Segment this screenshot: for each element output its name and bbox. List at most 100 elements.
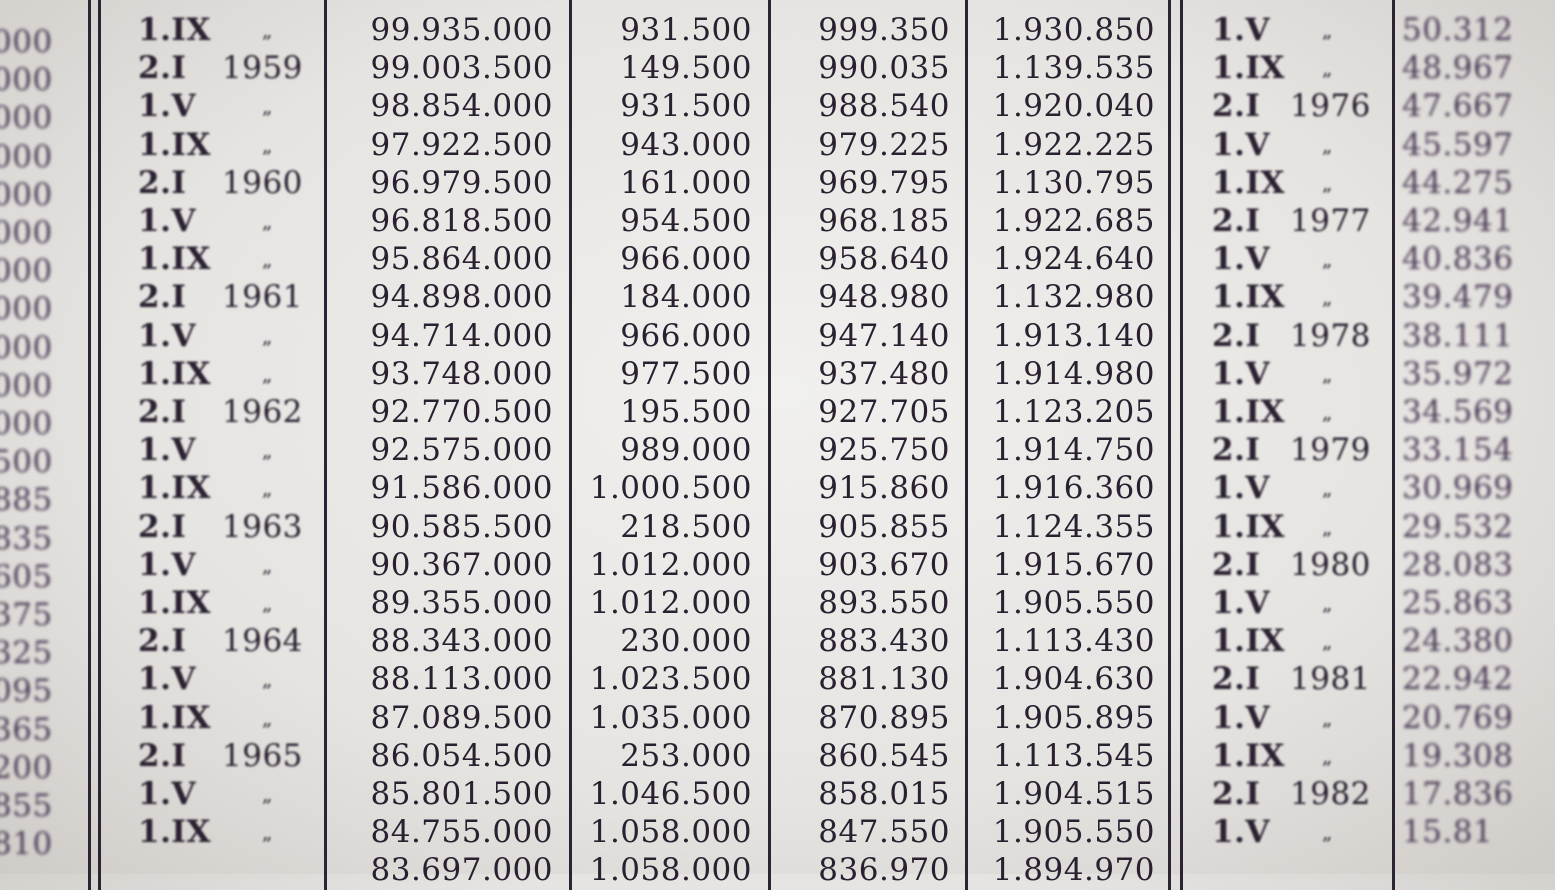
value-col-1: 96.818.500 bbox=[370, 203, 553, 239]
value-col-3: 915.860 bbox=[818, 470, 950, 507]
left-edge-value: 810 bbox=[0, 826, 53, 863]
right-row-year: „ bbox=[1322, 705, 1333, 730]
value-col-3: 893.550 bbox=[818, 585, 950, 621]
value-col-3: 937.480 bbox=[818, 355, 950, 392]
right-edge-value: 28.083 bbox=[1402, 546, 1514, 583]
right-row-year: „ bbox=[1322, 132, 1333, 157]
value-col-4: 1.124.355 bbox=[992, 508, 1155, 545]
right-edge-value: 24.380 bbox=[1402, 623, 1514, 660]
value-col-1: 90.585.500 bbox=[370, 508, 553, 545]
value-col-4: 1.904.515 bbox=[992, 776, 1155, 812]
value-col-4: 1.905.895 bbox=[992, 699, 1155, 736]
value-col-3: 883.430 bbox=[818, 623, 950, 660]
row-date: 1.V bbox=[138, 661, 196, 698]
row-year: „ bbox=[262, 438, 273, 463]
value-col-1: 99.935.000 bbox=[370, 12, 553, 48]
right-row-date: 1.V bbox=[1212, 355, 1270, 392]
value-col-1: 88.113.000 bbox=[370, 661, 553, 698]
value-col-1: 86.054.500 bbox=[370, 737, 553, 774]
row-date: 1.IX bbox=[138, 470, 211, 507]
right-edge-value: 29.532 bbox=[1402, 508, 1514, 545]
row-year: 1959 bbox=[222, 50, 303, 87]
left-edge-value: 835 bbox=[0, 520, 53, 557]
left-edge-value: 000 bbox=[0, 329, 53, 366]
row-date: 2.I bbox=[138, 508, 187, 545]
value-col-1: 97.922.500 bbox=[370, 126, 553, 163]
right-edge-value: 47.667 bbox=[1402, 88, 1514, 125]
left-edge-value: 000 bbox=[0, 100, 53, 137]
right-row-date: 1.V bbox=[1212, 814, 1270, 851]
row-year: 1963 bbox=[222, 508, 303, 545]
left-edge-value: 095 bbox=[0, 673, 53, 710]
value-col-2: 966.000 bbox=[620, 241, 752, 278]
row-date: 1.IX bbox=[138, 126, 211, 163]
value-col-2: 977.500 bbox=[620, 355, 752, 392]
right-edge-value: 15.81 bbox=[1402, 814, 1494, 851]
value-col-4: 1.922.685 bbox=[992, 203, 1155, 239]
value-col-2: 966.000 bbox=[620, 317, 752, 354]
value-col-1: 99.003.500 bbox=[370, 50, 553, 87]
row-year: „ bbox=[262, 247, 273, 272]
value-col-4: 1.913.140 bbox=[992, 317, 1155, 354]
right-edge-value: 48.967 bbox=[1402, 50, 1514, 87]
value-col-2: 253.000 bbox=[620, 737, 752, 774]
row-date: 2.I bbox=[138, 279, 187, 316]
right-row-year: „ bbox=[1322, 361, 1333, 386]
value-col-1: 94.714.000 bbox=[370, 317, 553, 354]
left-edge-value: 855 bbox=[0, 788, 53, 824]
value-col-2: 954.500 bbox=[620, 203, 752, 239]
right-row-date: 2.I bbox=[1212, 203, 1261, 239]
row-year: „ bbox=[262, 361, 273, 386]
left-edge-value: 325 bbox=[0, 635, 53, 672]
right-edge-value: 42.941 bbox=[1402, 203, 1514, 239]
column-rule bbox=[1168, 0, 1171, 890]
value-col-4: 1.905.550 bbox=[992, 814, 1155, 851]
left-edge-value: 000 bbox=[0, 406, 53, 442]
right-row-date: 2.I bbox=[1212, 546, 1261, 583]
right-row-year: „ bbox=[1322, 247, 1333, 272]
value-col-2: 1.058.000 bbox=[589, 814, 752, 851]
row-year: „ bbox=[262, 552, 273, 577]
row-year: „ bbox=[262, 667, 273, 692]
value-col-4: 1.930.850 bbox=[992, 12, 1155, 48]
right-row-year: „ bbox=[1322, 18, 1333, 42]
right-row-date: 1.IX bbox=[1212, 164, 1285, 201]
value-col-2: 1.058.000 bbox=[589, 852, 752, 889]
right-row-date: 2.I bbox=[1212, 432, 1261, 469]
right-edge-value: 33.154 bbox=[1402, 432, 1514, 469]
value-col-1: 85.801.500 bbox=[370, 776, 553, 812]
value-col-2: 943.000 bbox=[620, 126, 752, 163]
row-year: „ bbox=[262, 209, 273, 233]
row-year: 1962 bbox=[222, 394, 303, 430]
left-edge-value: 000 bbox=[0, 253, 53, 290]
row-year: 1964 bbox=[222, 623, 303, 660]
row-year: 1965 bbox=[222, 737, 303, 774]
right-row-date: 1.IX bbox=[1212, 623, 1285, 660]
value-col-2: 931.500 bbox=[620, 88, 752, 125]
value-col-1: 84.755.000 bbox=[370, 814, 553, 851]
left-edge-value: 200 bbox=[0, 749, 53, 786]
column-rule bbox=[324, 0, 327, 890]
left-edge-value: 000 bbox=[0, 24, 53, 60]
row-date: 1.IX bbox=[138, 699, 211, 736]
right-edge-value: 20.769 bbox=[1402, 699, 1514, 736]
row-date: 1.IX bbox=[138, 12, 211, 48]
value-col-2: 1.000.500 bbox=[589, 470, 752, 507]
left-edge-value: 885 bbox=[0, 482, 53, 519]
value-col-3: 927.705 bbox=[818, 394, 950, 430]
row-date: 1.V bbox=[138, 317, 196, 354]
value-col-2: 1.023.500 bbox=[589, 661, 752, 698]
value-col-1: 96.979.500 bbox=[370, 164, 553, 201]
value-col-3: 925.750 bbox=[818, 432, 950, 469]
value-col-1: 92.770.500 bbox=[370, 394, 553, 430]
right-edge-value: 34.569 bbox=[1402, 394, 1514, 430]
right-row-year: 1980 bbox=[1290, 546, 1371, 583]
right-row-date: 1.IX bbox=[1212, 508, 1285, 545]
value-col-3: 969.795 bbox=[818, 164, 950, 201]
value-col-3: 979.225 bbox=[818, 126, 950, 163]
column-rule bbox=[88, 0, 91, 890]
right-edge-value: 50.312 bbox=[1402, 12, 1514, 48]
row-date: 1.V bbox=[138, 203, 196, 239]
row-date: 1.IX bbox=[138, 585, 211, 621]
left-edge-value: 000 bbox=[0, 62, 53, 99]
